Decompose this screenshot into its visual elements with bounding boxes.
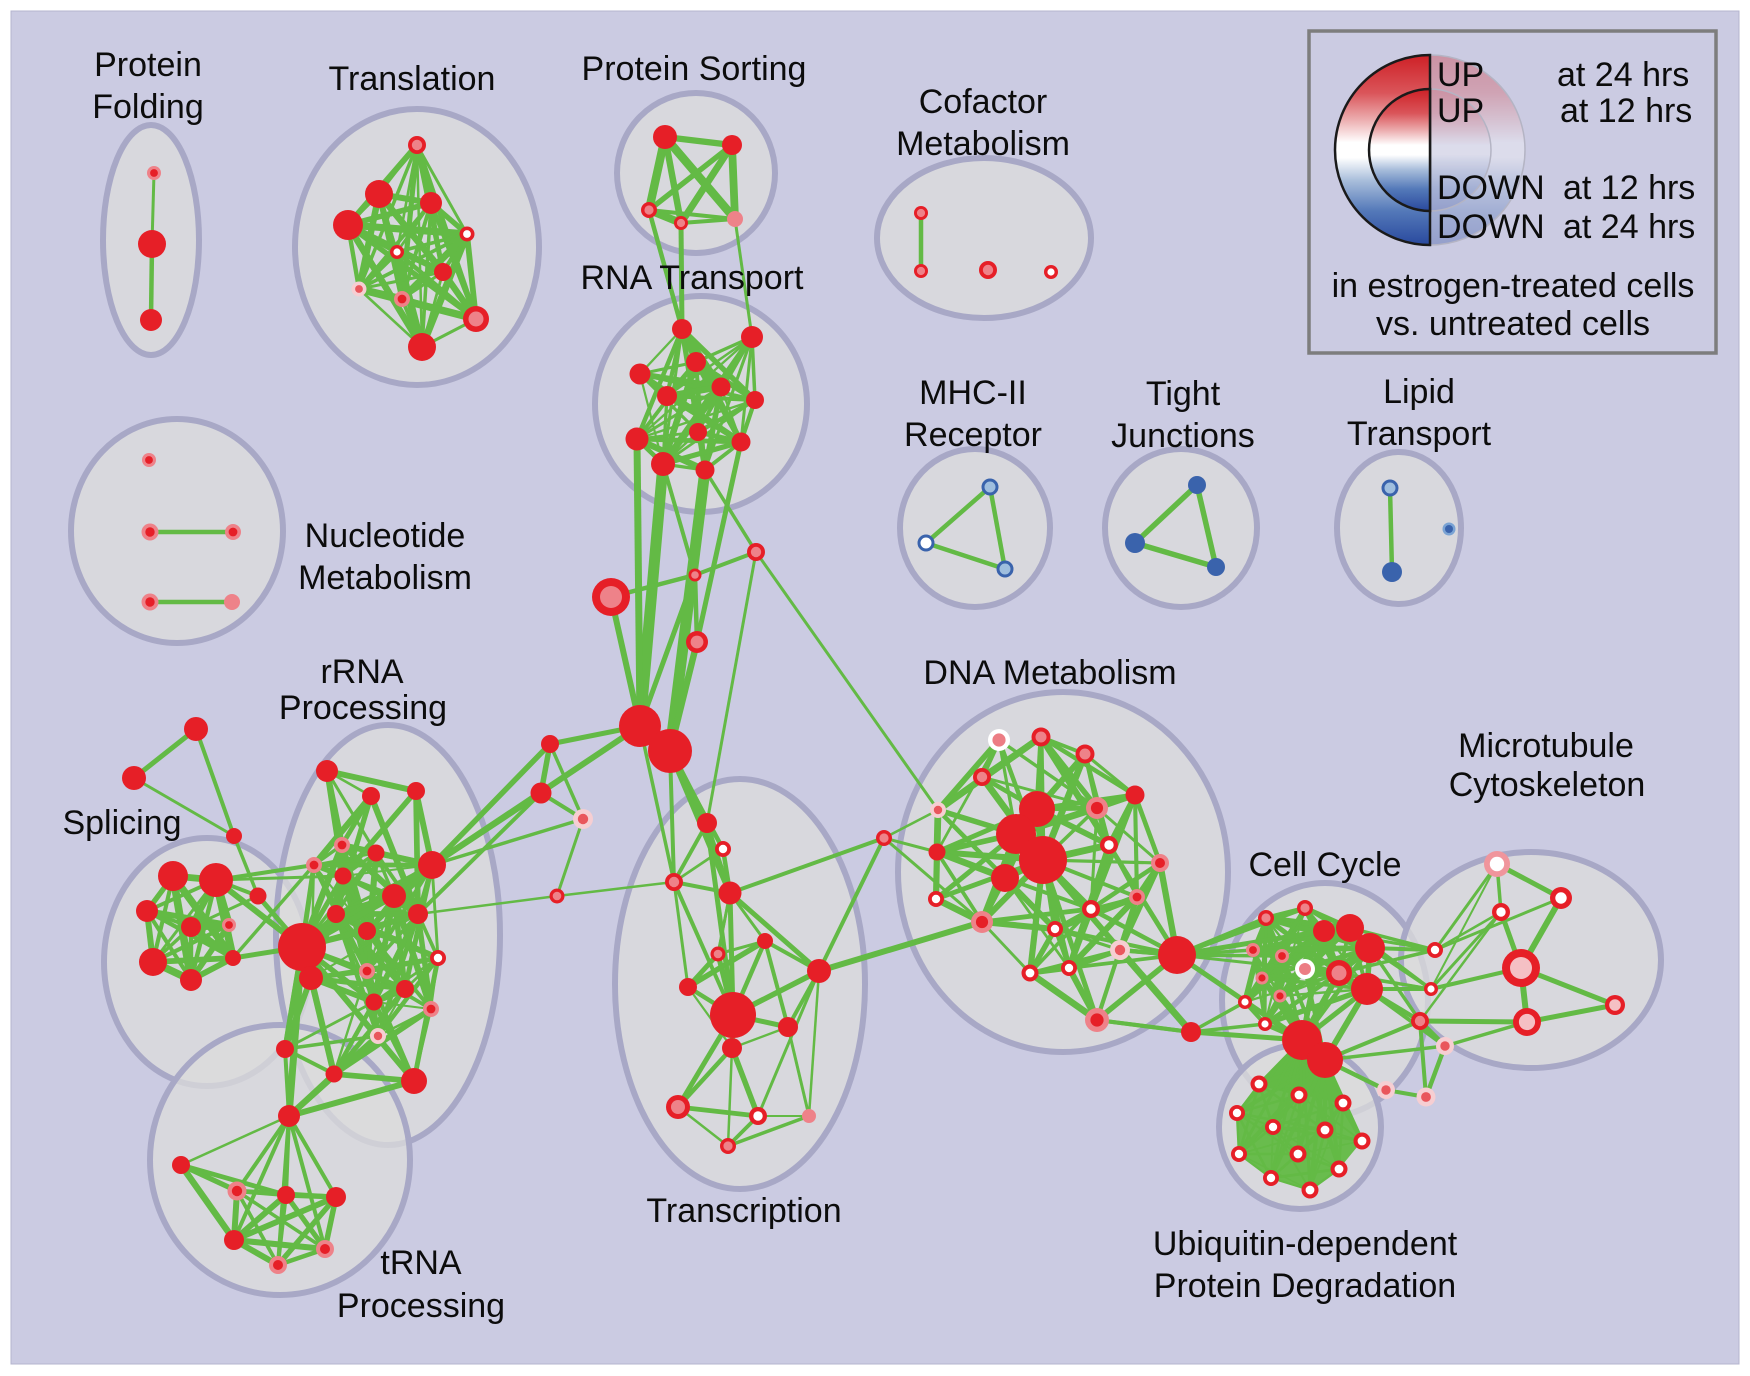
svg-text:Junctions: Junctions: [1111, 417, 1255, 455]
svg-text:Protein Sorting: Protein Sorting: [582, 50, 807, 88]
svg-text:Transcription: Transcription: [646, 1192, 841, 1230]
svg-text:Nucleotide: Nucleotide: [305, 517, 466, 555]
svg-text:Protein Degradation: Protein Degradation: [1154, 1267, 1456, 1305]
svg-text:DNA Metabolism: DNA Metabolism: [923, 654, 1176, 692]
svg-text:vs. untreated cells: vs. untreated cells: [1376, 305, 1650, 343]
svg-text:Metabolism: Metabolism: [896, 125, 1070, 163]
svg-text:UP: UP: [1437, 92, 1484, 130]
svg-text:Transport: Transport: [1347, 415, 1492, 453]
svg-text:RNA Transport: RNA Transport: [581, 259, 805, 297]
svg-text:Ubiquitin-dependent: Ubiquitin-dependent: [1153, 1225, 1458, 1263]
svg-text:UP: UP: [1437, 56, 1484, 94]
svg-text:at 12 hrs: at 12 hrs: [1560, 92, 1692, 130]
svg-text:Folding: Folding: [92, 88, 204, 126]
svg-text:tRNA: tRNA: [380, 1244, 462, 1282]
svg-text:at 12 hrs: at 12 hrs: [1563, 169, 1695, 207]
svg-text:MHC-II: MHC-II: [919, 374, 1027, 412]
svg-text:Splicing: Splicing: [62, 804, 181, 842]
svg-text:Receptor: Receptor: [904, 416, 1042, 454]
svg-text:Processing: Processing: [337, 1287, 505, 1325]
svg-text:Tight: Tight: [1146, 375, 1221, 413]
svg-text:Metabolism: Metabolism: [298, 559, 472, 597]
svg-text:Translation: Translation: [329, 60, 496, 98]
svg-text:at 24 hrs: at 24 hrs: [1557, 56, 1689, 94]
svg-text:DOWN: DOWN: [1437, 208, 1545, 246]
svg-text:Lipid: Lipid: [1383, 373, 1455, 411]
svg-text:DOWN: DOWN: [1437, 169, 1545, 207]
svg-text:Microtubule: Microtubule: [1458, 727, 1634, 765]
svg-text:Cytoskeleton: Cytoskeleton: [1449, 766, 1646, 804]
svg-text:Processing: Processing: [279, 689, 447, 727]
svg-text:Protein: Protein: [94, 46, 202, 84]
svg-text:Cell Cycle: Cell Cycle: [1248, 846, 1401, 884]
svg-text:rRNA: rRNA: [320, 653, 403, 691]
svg-text:Cofactor: Cofactor: [919, 83, 1048, 121]
svg-text:at 24 hrs: at 24 hrs: [1563, 208, 1695, 246]
svg-text:in estrogen-treated cells: in estrogen-treated cells: [1332, 267, 1695, 305]
